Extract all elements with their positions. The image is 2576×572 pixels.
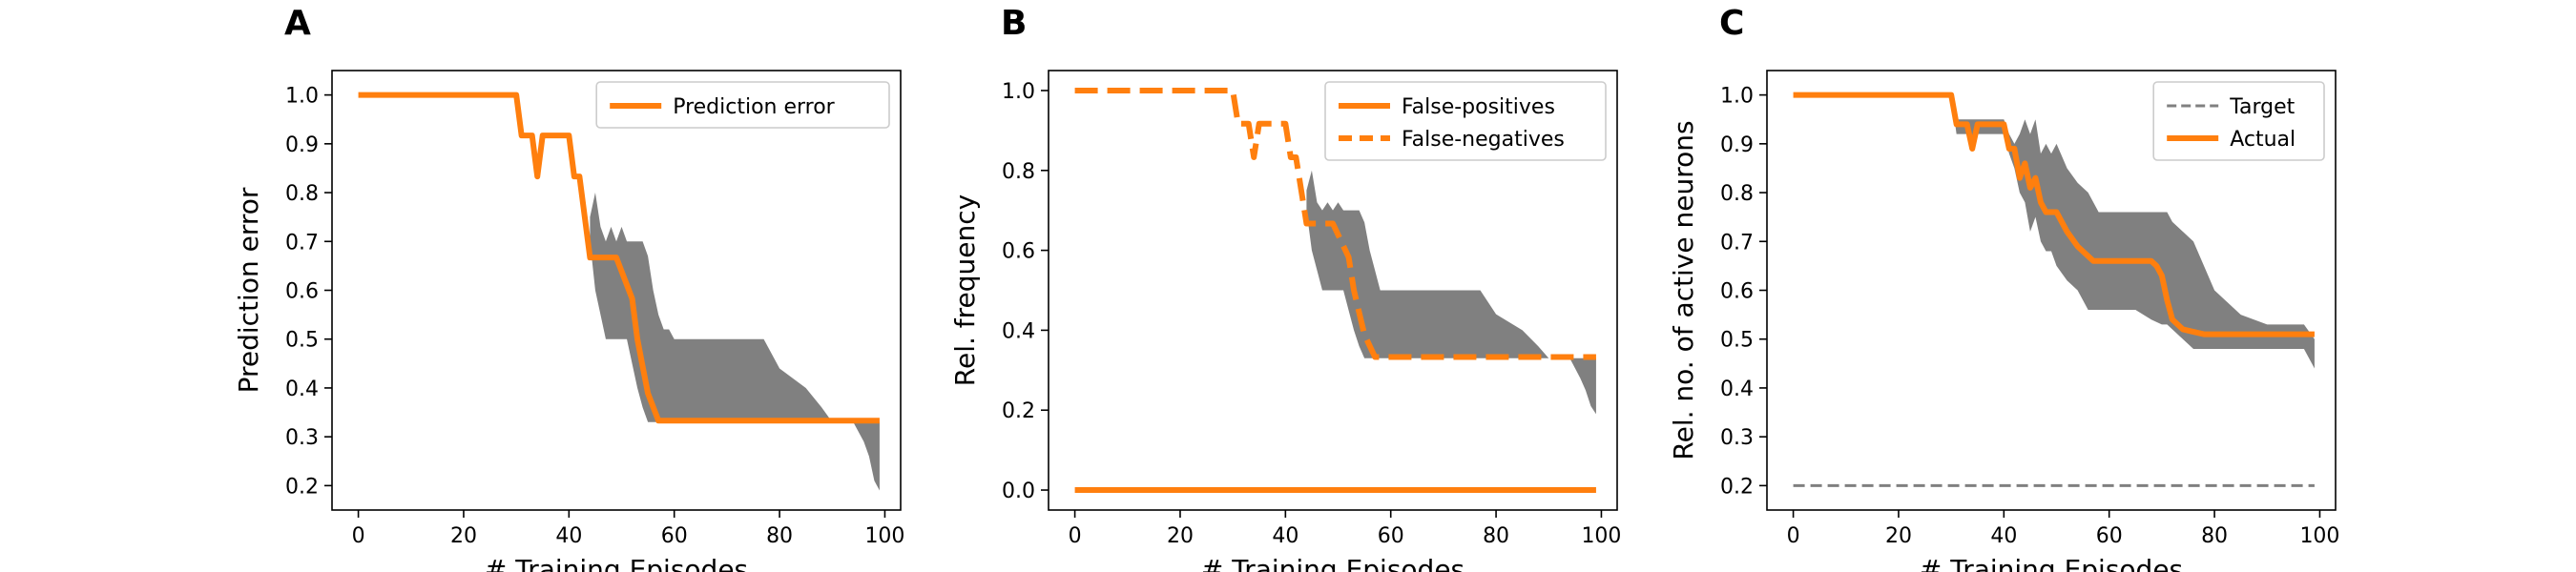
x-tick-label: 20	[450, 524, 477, 548]
x-tick-label: 100	[864, 524, 904, 548]
y-tick-label: 0.4	[1002, 319, 1035, 343]
y-tick-label: 0.8	[1002, 160, 1035, 184]
x-axis-label: # Training Episodes	[485, 554, 748, 572]
y-tick-label: 0.2	[1002, 399, 1035, 423]
legend: Prediction error	[595, 81, 890, 129]
y-axis-label: Prediction error	[233, 187, 264, 393]
y-tick-label: 1.0	[1720, 85, 1754, 109]
panel-b: 0 20 40 60 80 100 0.0 0.2 0.4 0.6 0.8 1.0 # Training…	[949, 4, 1621, 572]
series-line-actual	[1793, 92, 2315, 337]
x-tick-label: 80	[2201, 524, 2228, 548]
y-tick-label: 0.8	[1720, 182, 1754, 206]
legend-label: False-positives	[1402, 95, 1555, 119]
panel-c: 0 20 40 60 80 100 0.2 0.3 0.4 0.5 0.6 0.7 0.8 0.9 1.0 #…	[1668, 4, 2339, 572]
range-band	[1951, 94, 2315, 369]
x-tick-label: 80	[1483, 524, 1509, 548]
x-tick-label: 40	[1272, 524, 1298, 548]
axes-frame	[1048, 70, 1618, 511]
series-line-prediction-error	[358, 92, 880, 424]
y-tick-label: 0.0	[1002, 480, 1035, 503]
legend-box	[1324, 81, 1607, 161]
y-tick-label: 0.5	[285, 329, 319, 353]
legend-label: Target	[2229, 95, 2295, 119]
x-tick-label: 0	[1069, 524, 1082, 548]
x-tick-label: 100	[1581, 524, 1621, 548]
y-tick-label: 0.4	[1720, 378, 1754, 401]
series-line-false-negatives	[1074, 87, 1596, 360]
y-tick-label: 1.0	[1002, 80, 1035, 104]
x-axis-label: # Training Episodes	[1201, 554, 1465, 572]
x-axis-label: # Training Episodes	[1920, 554, 2183, 572]
x-tick-label: 60	[1378, 524, 1404, 548]
y-tick-label: 0.4	[285, 378, 319, 401]
y-tick-label: 0.5	[1720, 329, 1754, 353]
x-tick-label: 80	[766, 524, 793, 548]
x-tick-label: 60	[2096, 524, 2123, 548]
panel-label: B	[1001, 4, 1027, 43]
legend-box	[595, 81, 890, 129]
y-tick-label: 0.7	[285, 231, 319, 255]
y-tick-label: 0.9	[285, 133, 319, 157]
legend: Target Actual	[2152, 81, 2325, 161]
y-tick-label: 0.2	[1720, 475, 1754, 499]
x-tick-label: 100	[2299, 524, 2339, 548]
panel-label: A	[284, 4, 311, 43]
range-band	[590, 193, 880, 491]
legend-label: Prediction error	[673, 95, 835, 119]
x-tick-label: 0	[1787, 524, 1800, 548]
y-tick-label: 0.3	[285, 426, 319, 450]
y-tick-label: 1.0	[285, 85, 319, 109]
y-tick-label: 0.8	[285, 182, 319, 206]
y-tick-label: 0.2	[285, 475, 319, 499]
x-tick-label: 40	[1990, 524, 2017, 548]
x-tick-label: 60	[661, 524, 688, 548]
x-tick-label: 20	[1885, 524, 1912, 548]
legend-label: Actual	[2230, 128, 2296, 152]
legend-label: False-negatives	[1402, 128, 1565, 152]
range-band	[1306, 170, 1596, 415]
x-tick-label: 0	[352, 524, 365, 548]
panel-a: 0 20 40 60 80 100 0.2 0.3 0.4 0.5 0.6 0.7 0.8 0.9 1.0 #…	[233, 4, 904, 572]
y-tick-label: 0.6	[1002, 240, 1035, 264]
x-tick-label: 40	[555, 524, 582, 548]
y-tick-label: 0.9	[1720, 133, 1754, 157]
y-axis-label: Rel. no. of active neurons	[1668, 120, 1699, 460]
y-tick-label: 0.6	[285, 280, 319, 304]
y-tick-label: 0.3	[1720, 426, 1754, 450]
panel-label: C	[1719, 4, 1744, 43]
y-tick-label: 0.7	[1720, 231, 1754, 255]
y-tick-label: 0.6	[1720, 280, 1754, 304]
y-axis-label: Rel. frequency	[949, 194, 981, 386]
x-tick-label: 20	[1167, 524, 1194, 548]
legend: False-positives False-negatives	[1324, 81, 1607, 161]
